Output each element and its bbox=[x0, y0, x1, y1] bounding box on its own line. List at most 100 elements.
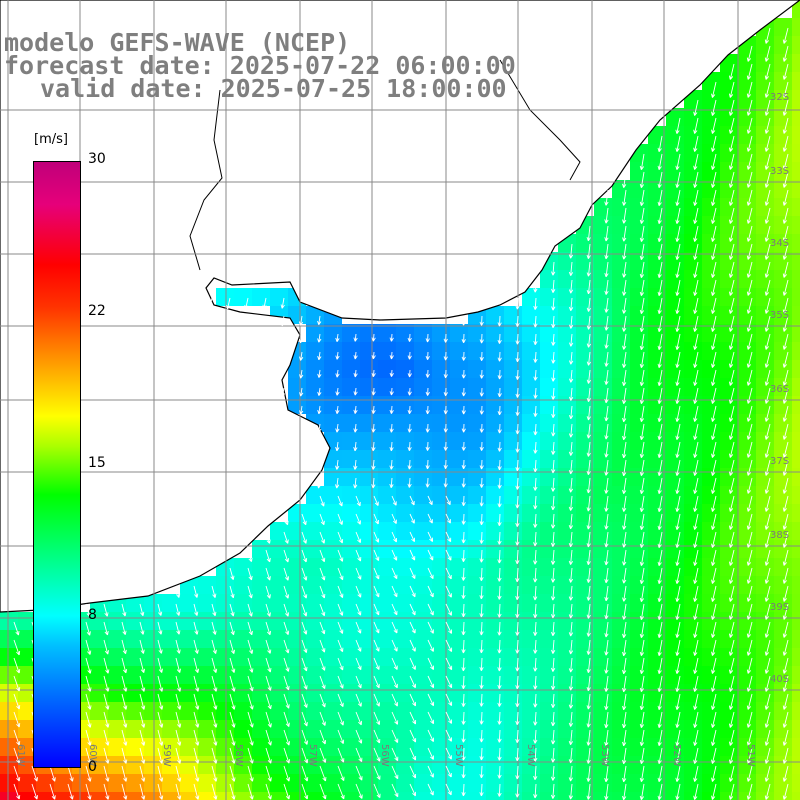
wind-arrow bbox=[782, 279, 789, 296]
wind-arrow bbox=[337, 585, 344, 598]
wind-arrow bbox=[764, 171, 771, 188]
wind-arrow bbox=[443, 333, 448, 343]
speed-cell bbox=[324, 378, 342, 396]
wind-arrow bbox=[622, 459, 627, 477]
speed-cell bbox=[684, 666, 702, 684]
wind-arrow bbox=[139, 621, 145, 635]
speed-cell bbox=[594, 468, 612, 486]
wind-arrow bbox=[391, 693, 398, 707]
speed-cell bbox=[486, 612, 504, 630]
wind-arrow bbox=[461, 783, 466, 797]
speed-cell bbox=[540, 792, 558, 800]
wind-arrow bbox=[782, 639, 789, 656]
wind-arrow bbox=[657, 675, 663, 692]
wind-arrow bbox=[229, 783, 236, 800]
wind-arrow bbox=[604, 333, 609, 349]
speed-cell bbox=[666, 540, 684, 558]
speed-cell bbox=[486, 792, 504, 800]
speed-cell bbox=[342, 774, 360, 792]
wind-arrow bbox=[445, 729, 452, 742]
speed-cell bbox=[648, 666, 666, 684]
wind-arrow bbox=[265, 549, 271, 563]
wind-arrow bbox=[31, 765, 38, 782]
wind-arrow bbox=[265, 639, 272, 654]
wind-arrow bbox=[533, 675, 538, 690]
speed-cell bbox=[594, 540, 612, 558]
speed-cell bbox=[90, 702, 108, 720]
wind-arrow bbox=[461, 477, 466, 488]
speed-cell bbox=[198, 738, 216, 756]
speed-cell bbox=[594, 342, 612, 360]
speed-cell bbox=[738, 72, 756, 90]
speed-cell bbox=[738, 432, 756, 450]
speed-cell bbox=[576, 252, 594, 270]
wind-arrow bbox=[622, 315, 627, 332]
wind-arrow bbox=[586, 459, 591, 476]
wind-arrow bbox=[675, 621, 681, 638]
wind-arrow bbox=[175, 657, 181, 673]
wind-arrow bbox=[533, 729, 538, 744]
wind-arrow bbox=[711, 675, 717, 692]
speed-cell bbox=[540, 774, 558, 792]
wind-arrow bbox=[764, 117, 771, 134]
wind-arrow bbox=[657, 279, 663, 296]
wind-arrow bbox=[782, 297, 789, 314]
wind-arrow bbox=[175, 693, 182, 710]
wind-arrow bbox=[639, 693, 645, 711]
speed-cell bbox=[630, 414, 648, 432]
wind-arrow bbox=[693, 153, 699, 170]
lon-label: 61W bbox=[15, 744, 26, 767]
wind-arrow bbox=[622, 639, 627, 657]
speed-cell bbox=[720, 504, 738, 522]
wind-arrow bbox=[782, 117, 789, 134]
wind-arrow bbox=[409, 549, 416, 561]
speed-cell bbox=[792, 216, 800, 234]
wind-arrow bbox=[533, 783, 538, 799]
speed-cell bbox=[468, 612, 486, 630]
wind-arrow bbox=[247, 747, 254, 764]
speed-cell bbox=[576, 558, 594, 576]
wind-arrow bbox=[551, 459, 556, 474]
wind-arrow bbox=[728, 729, 735, 746]
wind-arrow bbox=[445, 711, 452, 724]
wind-arrow bbox=[746, 441, 753, 458]
wind-arrow bbox=[533, 495, 538, 510]
speed-cell bbox=[576, 774, 594, 792]
speed-cell bbox=[324, 612, 342, 630]
speed-cell bbox=[702, 540, 720, 558]
wind-arrow bbox=[764, 747, 771, 764]
speed-cell bbox=[378, 666, 396, 684]
speed-cell bbox=[540, 270, 558, 288]
speed-cell bbox=[738, 774, 756, 792]
wind-arrow bbox=[764, 135, 771, 152]
wind-arrow bbox=[604, 423, 609, 440]
speed-cell bbox=[414, 522, 432, 540]
speed-cell bbox=[54, 774, 72, 792]
wind-arrow bbox=[728, 477, 735, 494]
wind-arrow bbox=[515, 729, 520, 744]
wind-arrow bbox=[319, 765, 327, 782]
speed-cell bbox=[666, 234, 684, 252]
speed-cell bbox=[702, 216, 720, 234]
speed-cell bbox=[252, 594, 270, 612]
wind-arrow bbox=[693, 243, 699, 260]
speed-cell bbox=[594, 324, 612, 342]
speed-cell bbox=[774, 18, 792, 36]
speed-cell bbox=[540, 756, 558, 774]
lon-label: 59W bbox=[161, 744, 172, 767]
speed-cell bbox=[270, 540, 288, 558]
speed-cell bbox=[576, 648, 594, 666]
speed-cell bbox=[648, 702, 666, 720]
wind-arrow bbox=[568, 261, 574, 276]
speed-cell bbox=[792, 0, 800, 18]
wind-arrow bbox=[533, 603, 538, 619]
speed-cell bbox=[594, 648, 612, 666]
speed-cell bbox=[576, 414, 594, 432]
wind-arrow bbox=[515, 549, 520, 565]
wind-arrow bbox=[622, 549, 627, 566]
speed-cell bbox=[576, 288, 594, 306]
speed-cell bbox=[306, 360, 324, 378]
speed-cell bbox=[666, 306, 684, 324]
speed-cell bbox=[378, 630, 396, 648]
wind-arrow bbox=[497, 621, 502, 636]
